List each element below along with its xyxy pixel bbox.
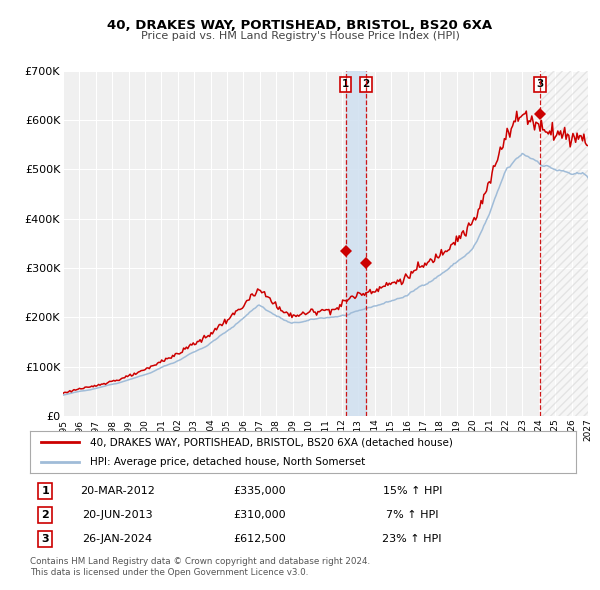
Text: Contains HM Land Registry data © Crown copyright and database right 2024.: Contains HM Land Registry data © Crown c…: [30, 557, 370, 566]
Text: £335,000: £335,000: [233, 486, 286, 496]
Text: This data is licensed under the Open Government Licence v3.0.: This data is licensed under the Open Gov…: [30, 568, 308, 576]
Bar: [540, 71, 588, 416]
Bar: [540, 71, 588, 416]
Text: 20-JUN-2013: 20-JUN-2013: [82, 510, 152, 520]
Text: 1: 1: [41, 486, 49, 496]
Text: 2: 2: [41, 510, 49, 520]
Text: Price paid vs. HM Land Registry's House Price Index (HPI): Price paid vs. HM Land Registry's House …: [140, 31, 460, 41]
Text: 2: 2: [362, 80, 370, 90]
Text: 23% ↑ HPI: 23% ↑ HPI: [382, 534, 442, 544]
Bar: [346, 71, 366, 416]
Text: HPI: Average price, detached house, North Somerset: HPI: Average price, detached house, Nort…: [90, 457, 365, 467]
Text: 26-JAN-2024: 26-JAN-2024: [82, 534, 152, 544]
Text: 1: 1: [342, 80, 349, 90]
Text: 40, DRAKES WAY, PORTISHEAD, BRISTOL, BS20 6XA: 40, DRAKES WAY, PORTISHEAD, BRISTOL, BS2…: [107, 19, 493, 32]
Text: 15% ↑ HPI: 15% ↑ HPI: [383, 486, 442, 496]
Text: 7% ↑ HPI: 7% ↑ HPI: [386, 510, 439, 520]
Text: 40, DRAKES WAY, PORTISHEAD, BRISTOL, BS20 6XA (detached house): 40, DRAKES WAY, PORTISHEAD, BRISTOL, BS2…: [90, 437, 453, 447]
Text: £612,500: £612,500: [233, 534, 286, 544]
Text: £310,000: £310,000: [233, 510, 286, 520]
Text: 20-MAR-2012: 20-MAR-2012: [80, 486, 155, 496]
Text: 3: 3: [536, 80, 544, 90]
Text: 3: 3: [41, 534, 49, 544]
